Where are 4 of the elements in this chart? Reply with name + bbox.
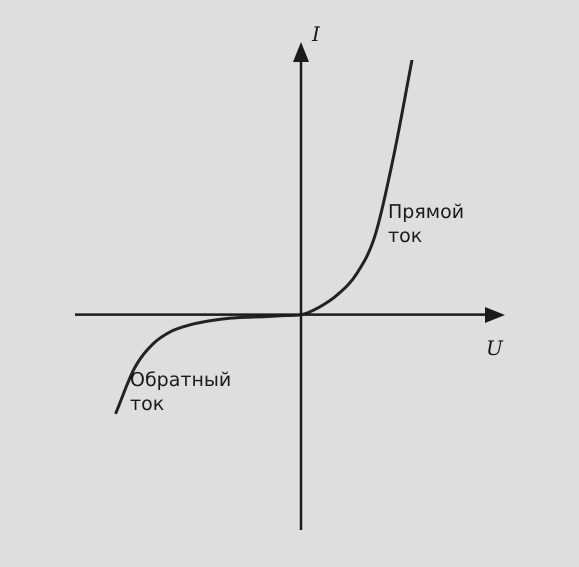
x-axis-title: U	[486, 336, 503, 360]
annotation: Обратный ток	[130, 368, 232, 416]
y-axis-title: I	[312, 22, 320, 46]
annotation: Прямой ток	[388, 200, 464, 248]
